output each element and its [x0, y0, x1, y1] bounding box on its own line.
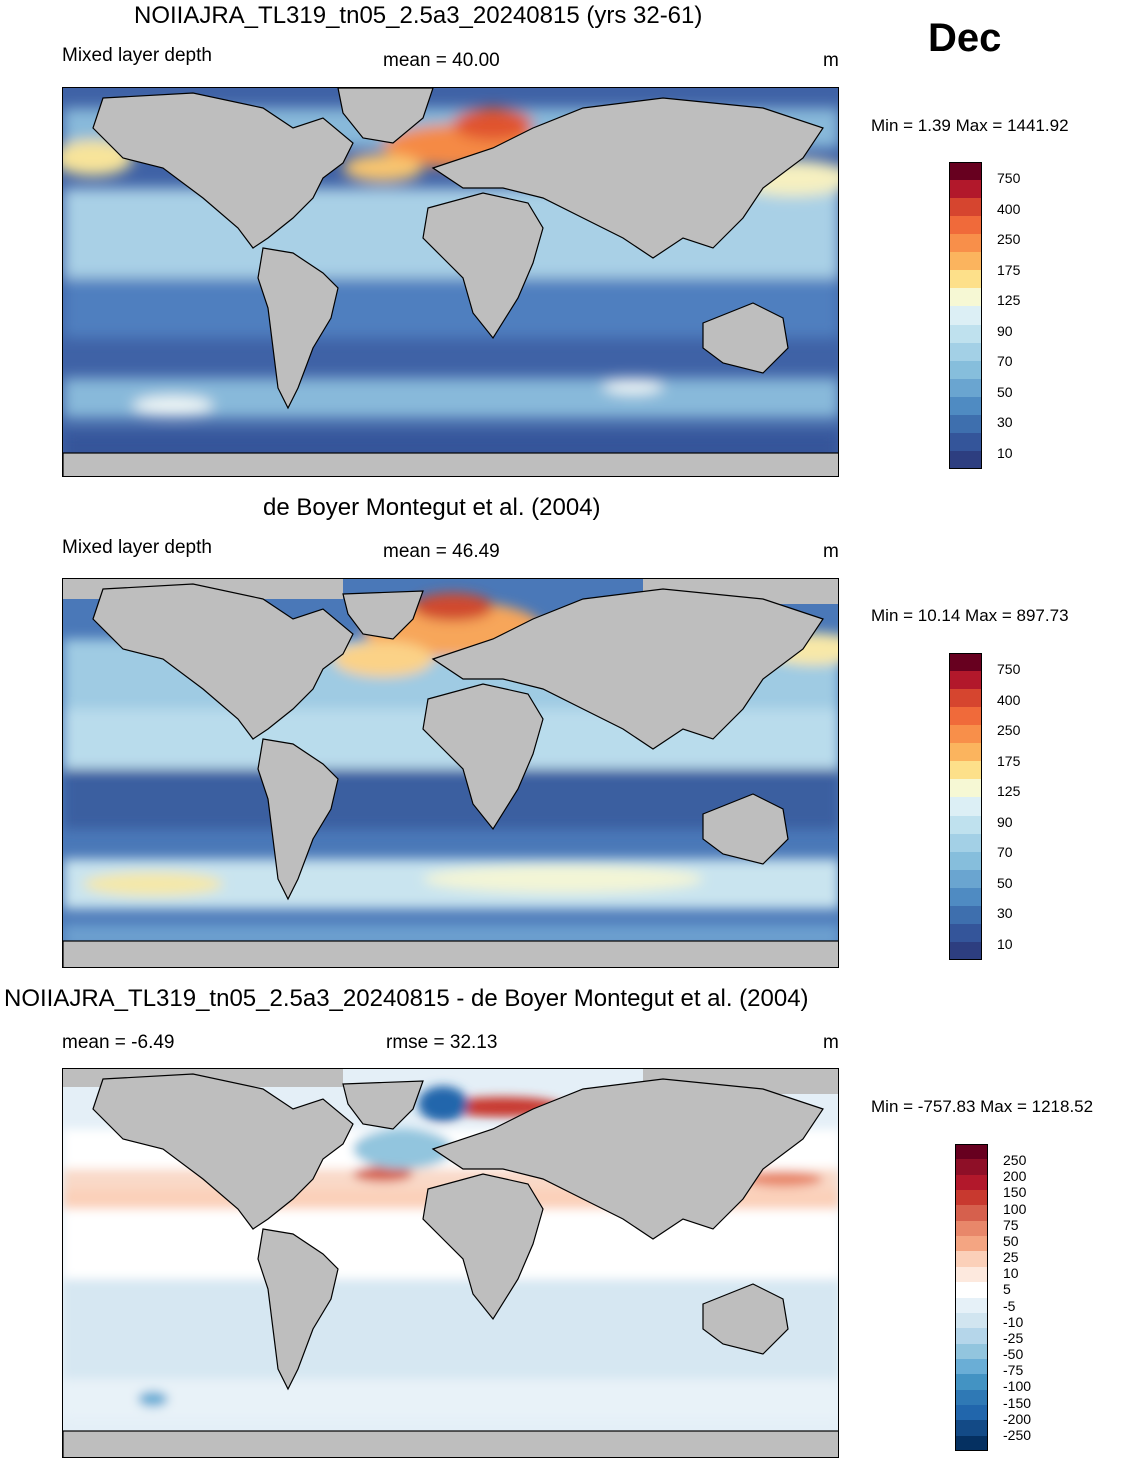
colorbar-label: 250 [997, 722, 1021, 739]
colorbar-frame [955, 1144, 988, 1451]
panel-2-map [62, 578, 839, 968]
colorbar-label: 150 [1003, 1184, 1027, 1201]
colorbar-label: 175 [997, 261, 1021, 278]
colorbar-label: 10 [1003, 1265, 1019, 1282]
panel-3-title: NOIIAJRA_TL319_tn05_2.5a3_20240815 - de … [4, 985, 809, 1012]
colorbar-frame [949, 162, 982, 469]
panel-2-variable-label: Mixed layer depth [62, 537, 212, 558]
panel-1-map-svg [63, 88, 838, 476]
panel-3-units-label: m [823, 1032, 839, 1053]
colorbar-label: -250 [1003, 1427, 1032, 1443]
panel-1-variable-label: Mixed layer depth [62, 45, 212, 66]
panel-3-land [63, 1069, 838, 1457]
panel-3-mean-label: mean = -6.49 [62, 1032, 175, 1053]
panel-1-minmax: Min = 1.39 Max = 1441.92 [871, 116, 1069, 135]
colorbar-label: 50 [997, 383, 1013, 400]
colorbar-label: -25 [1003, 1329, 1024, 1346]
colorbar-label: -50 [1003, 1346, 1024, 1363]
panel-1-units-label: m [823, 50, 839, 71]
colorbar-label: 70 [997, 353, 1013, 370]
colorbar-label: -5 [1003, 1297, 1016, 1314]
colorbar-frame [949, 653, 982, 960]
panel-3-rmse-label: rmse = 32.13 [386, 1032, 498, 1053]
panel-2-land [63, 579, 838, 967]
colorbar-label: 70 [997, 844, 1013, 861]
colorbar-label: 5 [1003, 1281, 1011, 1298]
month-label: Dec [928, 16, 1002, 60]
colorbar-label: 30 [997, 905, 1013, 922]
colorbar-label: 400 [997, 200, 1021, 217]
colorbar-label: 100 [1003, 1200, 1027, 1217]
colorbar-label: 750 [997, 661, 1021, 677]
panel-2-map-svg [63, 579, 838, 967]
colorbar-label: 250 [1003, 1152, 1027, 1168]
panel-3-map-svg [63, 1069, 838, 1457]
panel-3-map [62, 1068, 839, 1458]
colorbar-label: 125 [997, 292, 1021, 309]
colorbar-label: 175 [997, 752, 1021, 769]
colorbar-label: -150 [1003, 1394, 1032, 1411]
colorbar-label: -10 [1003, 1313, 1024, 1330]
colorbar-label: 25 [1003, 1249, 1019, 1266]
colorbar-label: 50 [1003, 1232, 1019, 1249]
colorbar-label: 50 [997, 874, 1013, 891]
panel-1-land [63, 88, 838, 476]
colorbar-label: 200 [1003, 1168, 1027, 1185]
colorbar-label: 250 [997, 231, 1021, 248]
panel-1-title: NOIIAJRA_TL319_tn05_2.5a3_20240815 (yrs … [134, 2, 703, 29]
colorbar-label: 10 [997, 936, 1013, 952]
colorbar-label: 30 [997, 414, 1013, 431]
panel-2-mean-label: mean = 46.49 [383, 541, 500, 562]
colorbar-label: 90 [997, 813, 1013, 830]
panel-1-mean-label: mean = 40.00 [383, 50, 500, 71]
colorbar-label: 750 [997, 170, 1021, 186]
colorbar-label: -75 [1003, 1362, 1024, 1379]
panel-2-title: de Boyer Montegut et al. (2004) [263, 494, 601, 521]
panel-1-map [62, 87, 839, 477]
panel-2-units-label: m [823, 541, 839, 562]
panel-3-minmax: Min = -757.83 Max = 1218.52 [871, 1097, 1094, 1116]
colorbar-label: 400 [997, 691, 1021, 708]
colorbar-label: 75 [1003, 1216, 1019, 1233]
colorbar-label: 10 [997, 445, 1013, 461]
colorbar-label: 125 [997, 783, 1021, 800]
colorbar-label: -200 [1003, 1410, 1032, 1427]
colorbar-label: 90 [997, 322, 1013, 339]
panel-2-minmax: Min = 10.14 Max = 897.73 [871, 606, 1069, 625]
colorbar-label: -100 [1003, 1378, 1032, 1395]
